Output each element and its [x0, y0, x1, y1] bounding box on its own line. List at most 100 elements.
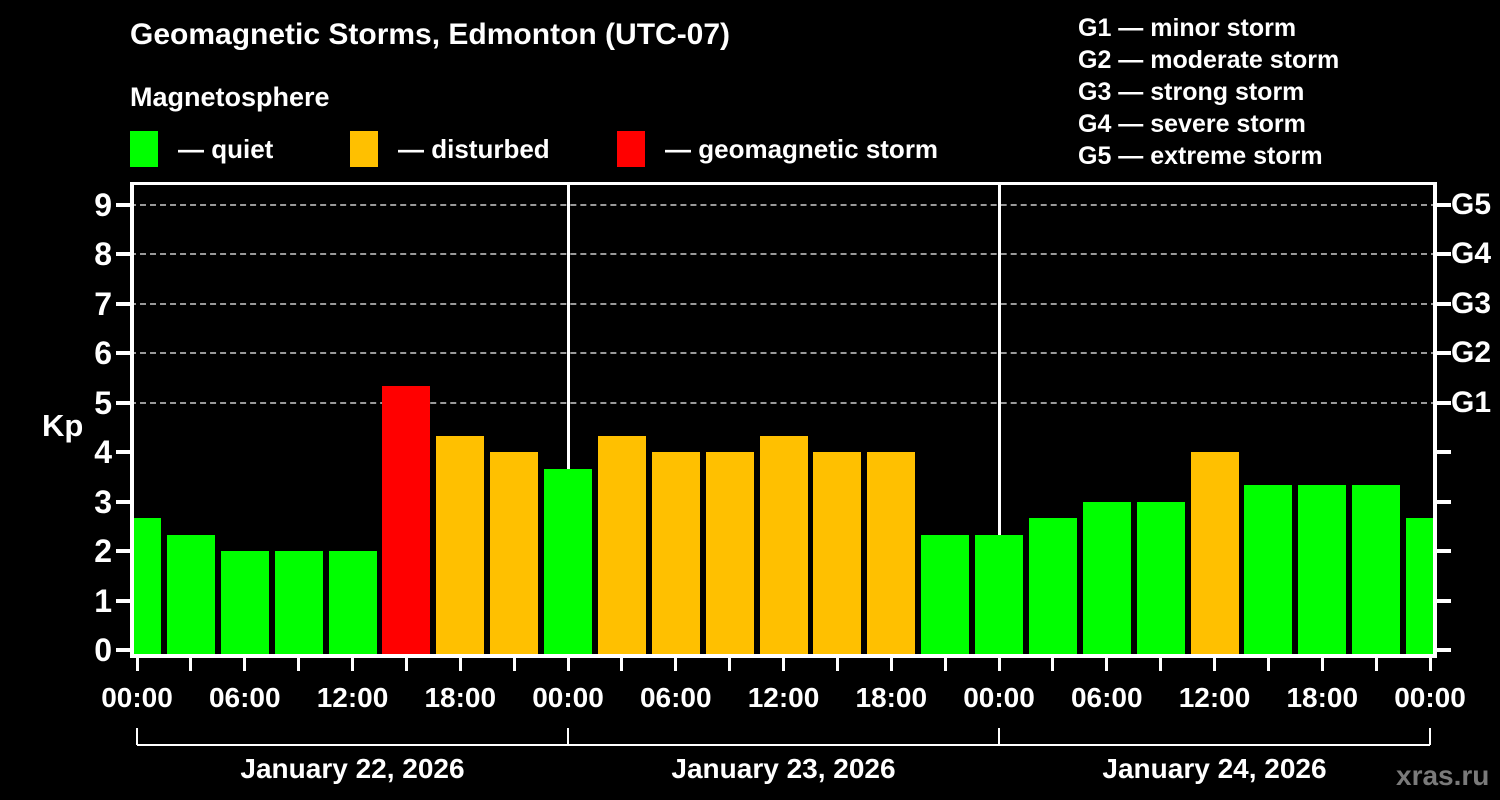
day-bracket-riser — [998, 728, 1000, 745]
y-tick-label: 0 — [94, 632, 112, 668]
day-label: January 24, 2026 — [1102, 753, 1327, 784]
x-axis-tick — [1051, 658, 1055, 671]
x-tick-label: 00:00 — [532, 682, 604, 713]
storm-swatch-icon — [617, 131, 645, 167]
g-scale-label: G2 — [1451, 336, 1492, 370]
storm-scale-legend-line: G4 — severe storm — [1078, 110, 1306, 138]
y-axis-tick — [116, 400, 130, 405]
right-axis-tick — [1437, 648, 1451, 652]
kp-bar — [597, 435, 646, 654]
right-axis-tick — [1437, 598, 1451, 603]
plot-border-top — [130, 182, 1437, 185]
kp-bar — [1406, 517, 1437, 654]
x-tick-label: 12:00 — [316, 682, 389, 713]
x-axis-tick — [943, 658, 947, 671]
x-axis-tick — [458, 658, 462, 671]
storm-scale-legend-line: G1 — minor storm — [1078, 14, 1297, 42]
kp-bar — [975, 534, 1023, 654]
x-axis-tick — [1159, 658, 1163, 671]
y-axis-tick — [116, 648, 130, 652]
right-axis-tick — [1437, 203, 1451, 208]
kp-bar — [328, 551, 377, 654]
g-scale-label: G3 — [1451, 286, 1492, 320]
x-axis-tick — [404, 658, 408, 671]
storm-scale-legend: G1 — minor storm G2 — moderate storm G3 … — [1078, 12, 1339, 172]
plot-border-left — [130, 182, 134, 658]
y-tick-label: 4 — [94, 434, 112, 471]
day-bracket-riser — [1429, 728, 1431, 745]
x-tick-label: 18:00 — [424, 682, 497, 713]
quiet-swatch-icon — [130, 131, 158, 167]
kp-bar — [220, 551, 269, 654]
day-bracket-riser — [136, 728, 138, 745]
kp-bar — [1136, 501, 1185, 654]
y-axis-label: Kp — [42, 408, 84, 443]
page-title: Geomagnetic Storms, Edmonton (UTC-07) — [130, 18, 731, 51]
disturbed-swatch-icon — [350, 131, 378, 167]
day-bracket-riser — [567, 728, 569, 745]
gridline — [130, 302, 1437, 305]
kp-bar — [490, 452, 539, 654]
legend-item-disturbed: — disturbed — [350, 131, 550, 167]
kp-bar — [130, 517, 161, 654]
kp-bar — [1352, 485, 1401, 654]
y-axis-tick — [116, 252, 130, 257]
y-tick-label: 2 — [94, 533, 112, 570]
x-axis-tick — [728, 658, 732, 671]
storm-scale-legend-line: G5 — extreme storm — [1078, 142, 1323, 170]
watermark: xras.ru — [1396, 760, 1490, 791]
y-tick-label: 7 — [94, 285, 112, 322]
x-axis-tick — [512, 658, 516, 671]
x-axis-tick — [351, 658, 354, 671]
y-axis-tick — [116, 598, 130, 603]
kp-bar — [651, 452, 700, 654]
x-axis-tick — [1213, 658, 1216, 671]
chart-subtitle: Magnetosphere — [130, 82, 330, 112]
y-tick-label: 1 — [94, 582, 112, 619]
y-tick-label: 9 — [94, 187, 112, 224]
gridline — [130, 204, 1437, 207]
right-axis-tick — [1437, 252, 1451, 257]
day-bracket-line — [137, 744, 568, 746]
y-axis-tick — [116, 549, 130, 554]
kp-bar — [867, 452, 916, 654]
y-tick-label: 3 — [94, 483, 112, 520]
x-tick-label: 06:00 — [208, 682, 281, 713]
kp-bar — [1082, 501, 1131, 654]
y-axis-tick — [116, 351, 130, 356]
x-axis-tick — [782, 658, 785, 671]
x-axis-tick — [835, 658, 839, 671]
x-axis-tick — [889, 658, 893, 671]
kp-bar — [1244, 485, 1293, 654]
kp-bar — [759, 435, 808, 654]
x-tick-label: 18:00 — [855, 682, 928, 713]
kp-bar — [382, 386, 431, 654]
day-bracket-line — [568, 744, 999, 746]
y-tick-label: 6 — [94, 335, 112, 372]
legend-label-disturbed: — disturbed — [398, 133, 550, 164]
x-tick-label: 00:00 — [963, 682, 1035, 713]
x-axis-tick — [997, 658, 1001, 671]
kp-bar — [274, 551, 323, 654]
y-axis-tick — [116, 499, 130, 504]
kp-bar — [1028, 517, 1077, 654]
legend-label-quiet: — quiet — [178, 133, 274, 164]
kp-bar — [1298, 485, 1347, 654]
right-axis-tick — [1437, 301, 1451, 306]
x-tick-label: 12:00 — [1178, 682, 1251, 713]
x-axis-tick — [1105, 658, 1109, 671]
kp-bar — [436, 435, 485, 654]
x-axis-tick — [135, 658, 139, 671]
x-axis-tick — [1266, 658, 1270, 671]
x-axis-tick — [1320, 658, 1324, 671]
plot-border-right — [1433, 182, 1437, 658]
x-tick-label: 18:00 — [1286, 682, 1359, 713]
y-tick-label: 5 — [94, 384, 112, 421]
x-axis-tick — [243, 658, 247, 671]
x-axis-tick — [189, 658, 193, 671]
g-scale-label: G5 — [1451, 188, 1492, 222]
x-axis-tick — [1374, 658, 1378, 671]
day-label: January 23, 2026 — [671, 753, 896, 784]
x-tick-label: 12:00 — [747, 682, 820, 713]
